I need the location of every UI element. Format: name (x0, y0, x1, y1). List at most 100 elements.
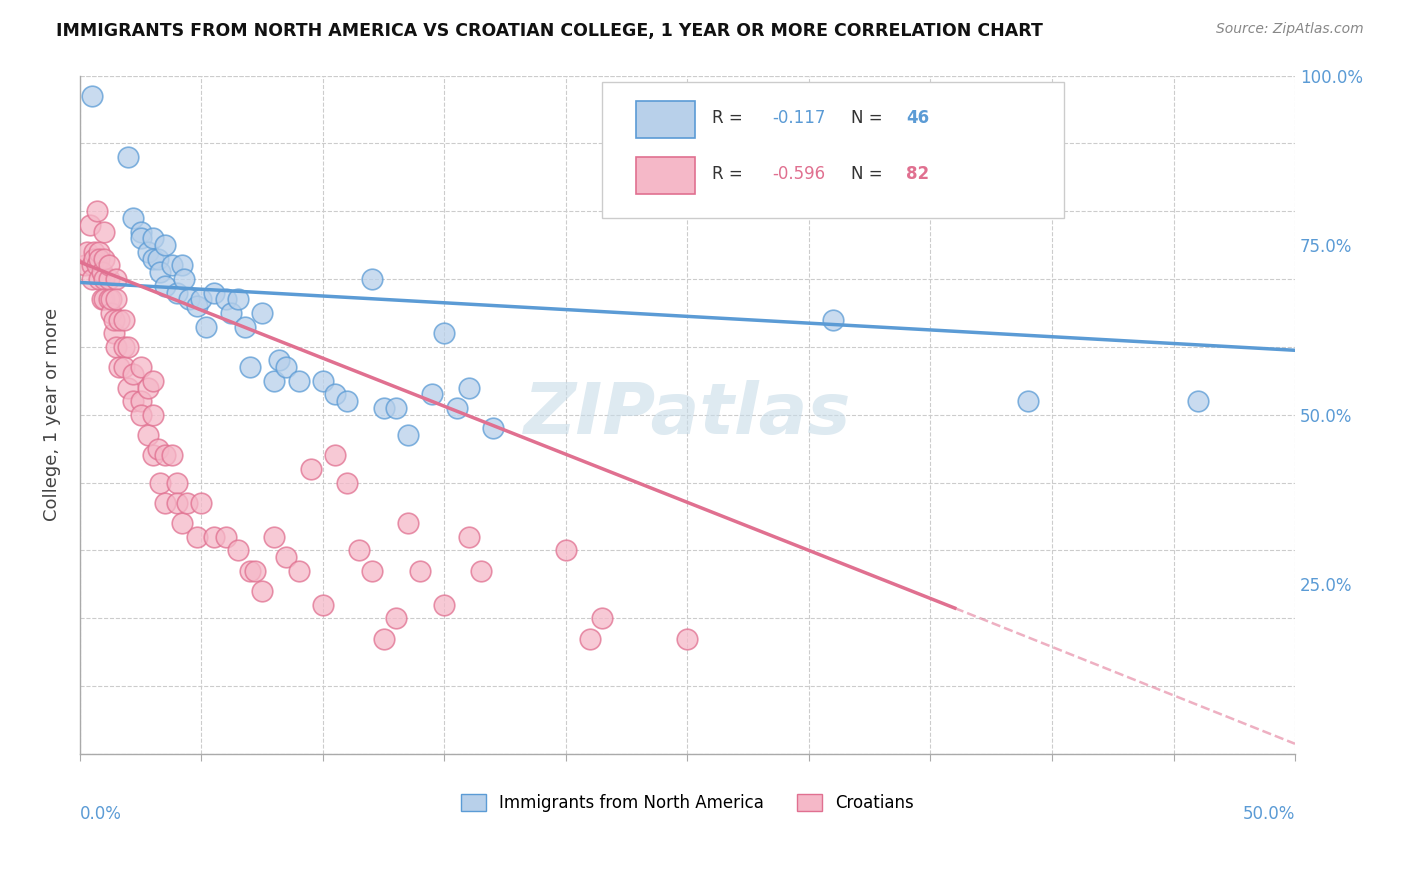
Point (89, 252, 111, 266)
Point (446, 401, 468, 415)
Point (105, 340, 128, 354)
Y-axis label: College, 1 year or more: College, 1 year or more (44, 308, 60, 521)
Point (142, 231, 165, 245)
Point (142, 408, 165, 422)
Point (373, 632, 395, 646)
Point (555, 543, 578, 558)
Point (129, 408, 152, 422)
Point (215, 530, 238, 544)
Point (112, 312, 135, 326)
Point (98, 259, 121, 273)
Text: 0.0%: 0.0% (80, 805, 122, 822)
Point (142, 252, 165, 266)
Point (79, 218, 101, 232)
Point (202, 530, 225, 544)
Point (136, 428, 159, 442)
Point (186, 299, 208, 313)
Point (136, 244, 159, 259)
Point (100, 306, 122, 320)
Point (166, 475, 188, 490)
Point (107, 360, 129, 375)
Point (122, 367, 145, 381)
Point (263, 374, 285, 388)
Point (129, 360, 152, 375)
Point (93, 252, 115, 266)
Text: Source: ZipAtlas.com: Source: ZipAtlas.com (1216, 22, 1364, 37)
Point (103, 312, 125, 326)
Text: N =: N = (852, 109, 889, 127)
Point (83, 244, 105, 259)
Point (153, 449, 176, 463)
Point (250, 584, 273, 599)
Point (349, 543, 371, 558)
Point (142, 449, 165, 463)
Point (385, 401, 408, 415)
Point (153, 496, 176, 510)
Point (160, 259, 183, 273)
Point (83, 252, 105, 266)
Point (276, 360, 298, 375)
Point (215, 293, 238, 307)
Point (105, 272, 128, 286)
Point (219, 306, 242, 320)
Point (166, 285, 188, 300)
Point (190, 496, 212, 510)
Point (239, 360, 262, 375)
Point (112, 360, 135, 375)
Text: -0.596: -0.596 (772, 165, 825, 183)
Point (336, 475, 359, 490)
Point (299, 462, 322, 476)
Point (190, 293, 212, 307)
Point (93, 293, 115, 307)
Point (482, 421, 505, 435)
Point (396, 428, 419, 442)
Point (457, 530, 479, 544)
Point (122, 211, 145, 225)
Point (129, 225, 152, 239)
Point (103, 326, 125, 341)
Point (579, 632, 602, 646)
Point (86, 204, 108, 219)
Point (170, 516, 193, 531)
Point (100, 293, 122, 307)
Point (105, 293, 128, 307)
Text: R =: R = (711, 109, 748, 127)
Point (153, 238, 176, 252)
Point (263, 530, 285, 544)
Point (287, 564, 309, 578)
Point (90, 265, 112, 279)
Point (591, 611, 613, 625)
Point (239, 564, 262, 578)
Legend: Immigrants from North America, Croatians: Immigrants from North America, Croatians (453, 786, 922, 821)
Point (226, 293, 249, 307)
Point (89, 244, 111, 259)
Point (146, 252, 169, 266)
Point (202, 285, 225, 300)
Point (76, 244, 98, 259)
Point (186, 530, 208, 544)
Point (122, 394, 145, 409)
Point (433, 598, 456, 612)
Point (470, 564, 492, 578)
FancyBboxPatch shape (602, 82, 1064, 218)
FancyBboxPatch shape (637, 157, 695, 194)
Point (385, 611, 408, 625)
Point (179, 293, 201, 307)
Point (373, 401, 395, 415)
Point (360, 564, 382, 578)
Point (136, 381, 159, 395)
Point (160, 449, 183, 463)
Text: 82: 82 (907, 165, 929, 183)
Point (112, 340, 135, 354)
FancyBboxPatch shape (637, 101, 695, 138)
Point (117, 340, 139, 354)
Point (420, 387, 443, 401)
Point (433, 326, 456, 341)
Point (323, 449, 346, 463)
Text: -0.117: -0.117 (772, 109, 825, 127)
Point (149, 475, 172, 490)
Point (336, 394, 359, 409)
Point (176, 496, 198, 510)
Point (80, 272, 103, 286)
Point (1187, 394, 1209, 409)
